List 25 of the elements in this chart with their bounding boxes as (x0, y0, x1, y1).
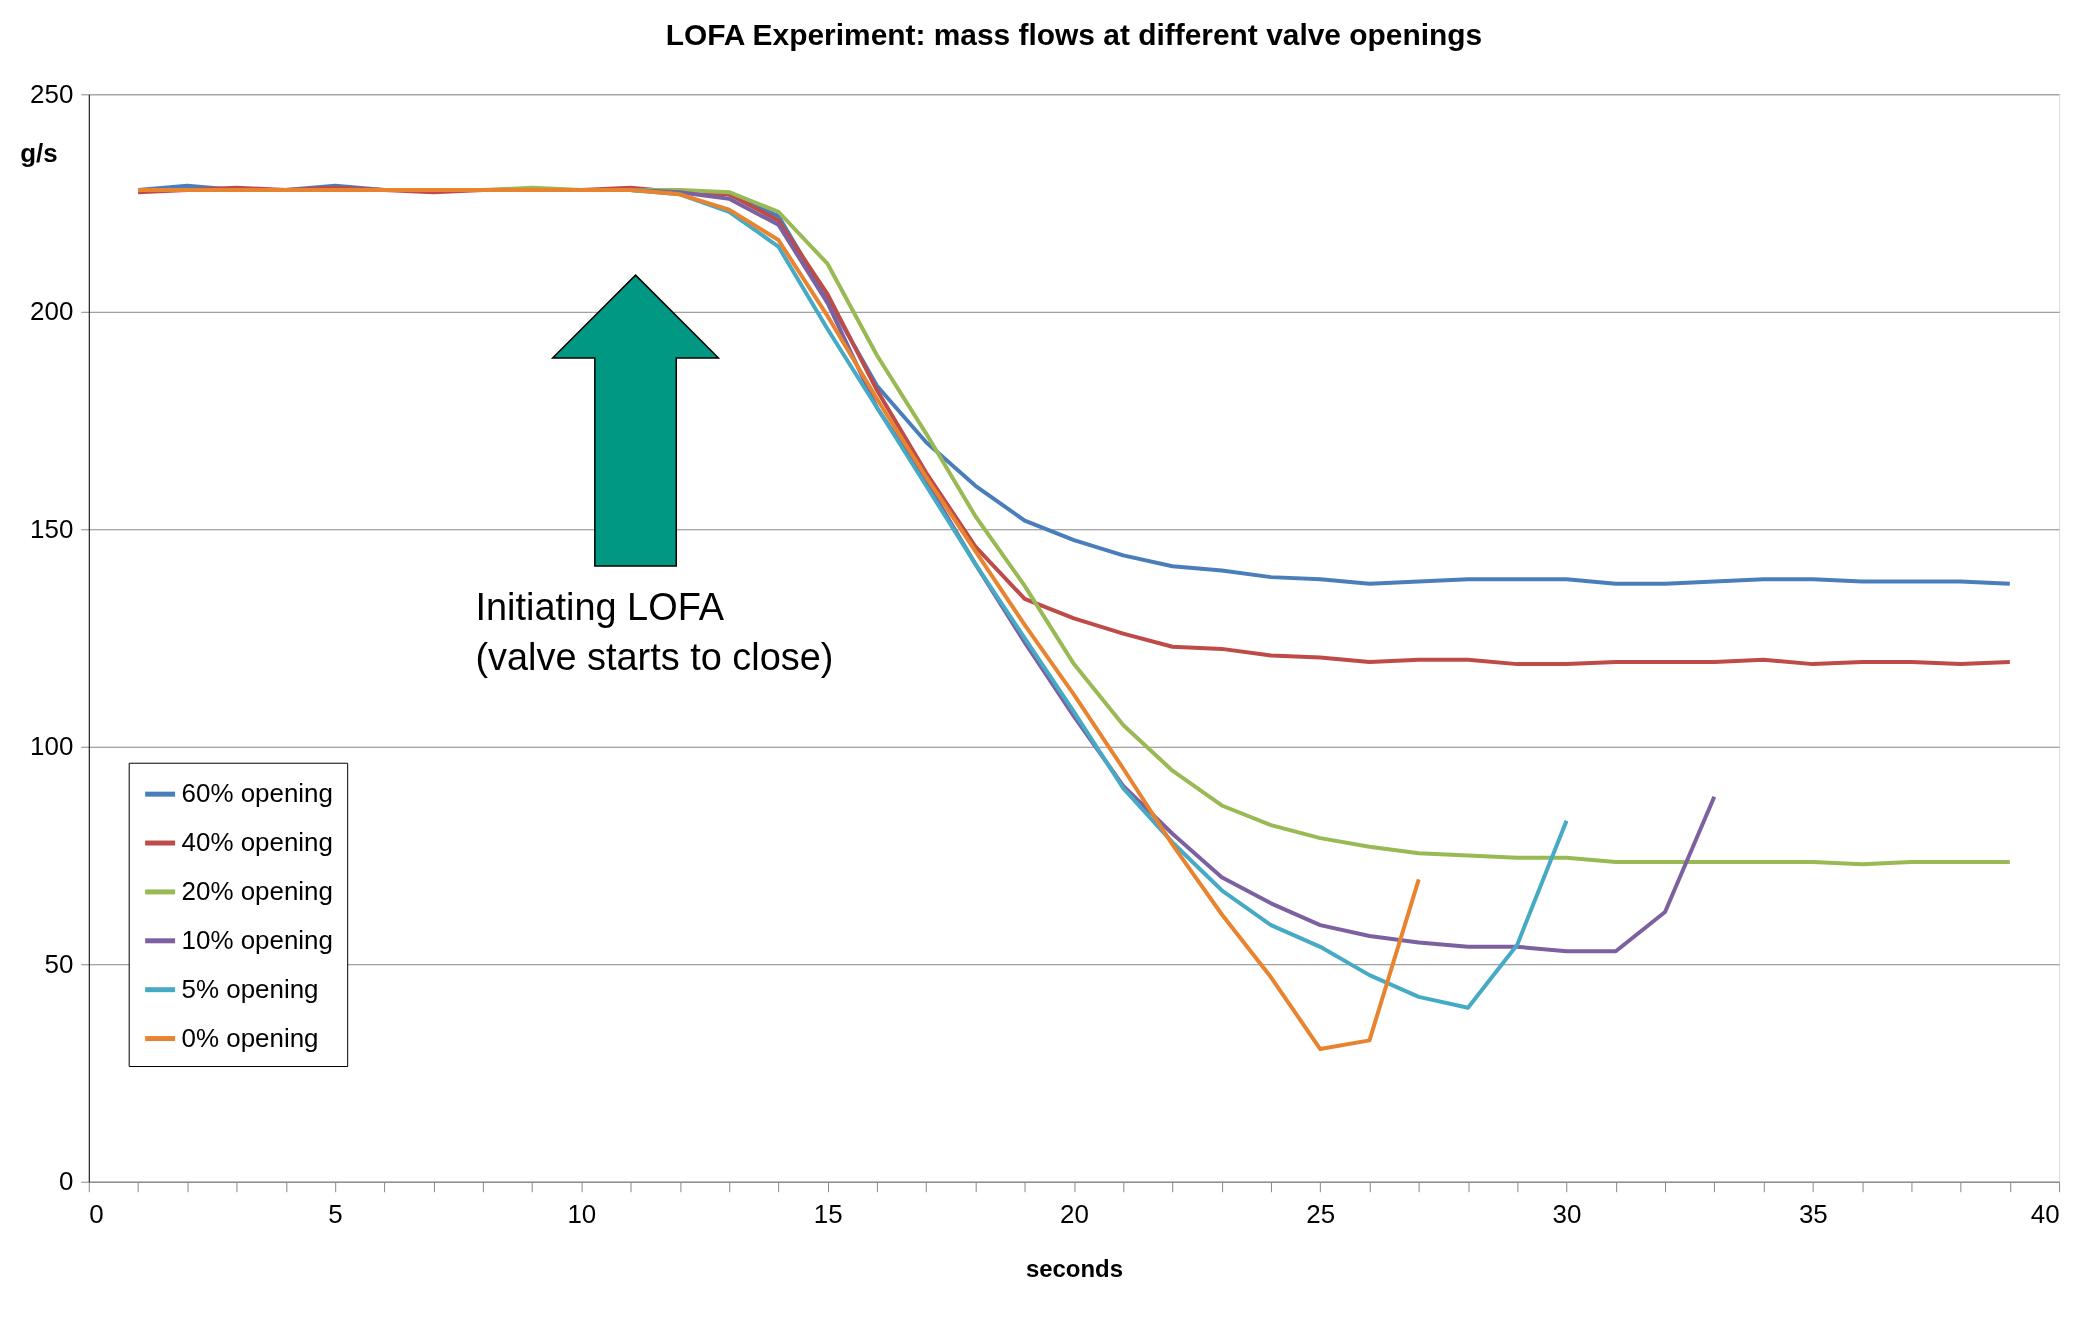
x-tick-label: 5 (328, 1200, 343, 1229)
y-tick-label: 250 (30, 79, 74, 108)
y-tick-label: 0 (58, 1167, 74, 1196)
legend-label: 0% opening (181, 1023, 319, 1052)
chart-title: LOFA Experiment: mass flows at different valve openings (665, 18, 1483, 52)
y-axis-title: g/s (20, 139, 58, 168)
x-tick-label: 40 (2030, 1200, 2060, 1229)
y-tick-label: 100 (30, 732, 74, 761)
x-tick-label: 35 (1798, 1200, 1828, 1229)
x-tick-label: 10 (567, 1200, 597, 1229)
legend-label: 5% opening (181, 974, 319, 1003)
x-axis-title: seconds (1025, 1255, 1123, 1282)
y-tick-label: 200 (30, 297, 74, 326)
legend-label: 40% opening (181, 828, 333, 857)
x-tick-label: 0 (89, 1200, 104, 1229)
x-tick-label: 25 (1306, 1200, 1336, 1229)
y-tick-label: 150 (30, 514, 74, 543)
annotation: Initiating LOFA (valve starts to close) (475, 586, 834, 678)
legend-label: 20% opening (181, 876, 333, 905)
legend-label: 60% opening (181, 779, 333, 808)
x-tick-label: 15 (813, 1200, 843, 1229)
legend-label: 10% opening (181, 925, 333, 954)
x-tick-label: 30 (1552, 1200, 1582, 1229)
y-tick-label: 50 (44, 949, 74, 978)
x-tick-label: 20 (1060, 1200, 1089, 1229)
